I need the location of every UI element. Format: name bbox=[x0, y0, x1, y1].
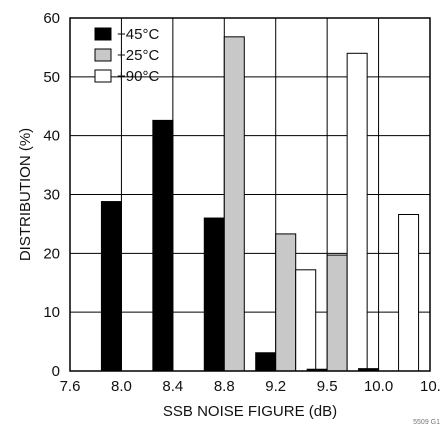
y-axis-label: DISTRIBUTION (%) bbox=[17, 128, 34, 261]
bar bbox=[295, 269, 317, 372]
x-tick-label: 8.0 bbox=[111, 378, 132, 395]
legend: −45°C +25°C +90°C bbox=[94, 26, 159, 85]
bar bbox=[346, 52, 368, 372]
bar bbox=[203, 217, 225, 372]
bar bbox=[275, 233, 297, 372]
x-tick-label: 8.4 bbox=[162, 378, 183, 395]
x-tick-labels: 7.6 8.0 8.4 8.8 9.2 9.5 10.0 10. bbox=[60, 378, 441, 395]
legend-swatch bbox=[94, 27, 112, 41]
legend-swatch bbox=[94, 48, 112, 62]
bars bbox=[100, 36, 420, 372]
legend-label: −45°C bbox=[117, 26, 159, 43]
y-tick-labels: 0 10 20 30 40 50 60 bbox=[43, 10, 60, 380]
bar bbox=[152, 119, 174, 372]
plot-frame bbox=[69, 17, 431, 372]
y-tick-label: 0 bbox=[52, 363, 60, 380]
x-axis-label: SSB NOISE FIGURE (dB) bbox=[163, 403, 337, 420]
legend-label: +25°C bbox=[117, 47, 159, 64]
y-tick-label: 40 bbox=[43, 128, 60, 145]
bar bbox=[100, 201, 122, 372]
y-tick-label: 20 bbox=[43, 245, 60, 262]
bar bbox=[326, 254, 348, 372]
bar bbox=[398, 214, 420, 372]
legend-label: +90°C bbox=[117, 68, 159, 85]
x-tick-label: 7.6 bbox=[60, 378, 81, 395]
x-tick-label: 10. bbox=[420, 378, 441, 395]
bar bbox=[255, 352, 277, 372]
x-tick-label: 9.5 bbox=[317, 378, 338, 395]
x-tick-label: 8.8 bbox=[214, 378, 235, 395]
bar bbox=[223, 36, 245, 372]
y-tick-label: 50 bbox=[43, 69, 60, 86]
y-tick-label: 10 bbox=[43, 304, 60, 321]
legend-swatch bbox=[94, 69, 112, 83]
x-tick-label: 9.2 bbox=[265, 378, 286, 395]
x-tick-label: 10.0 bbox=[364, 378, 393, 395]
figure-code: 5509 G1 bbox=[413, 419, 440, 426]
y-tick-label: 60 bbox=[43, 10, 60, 27]
y-tick-label: 30 bbox=[43, 187, 60, 204]
